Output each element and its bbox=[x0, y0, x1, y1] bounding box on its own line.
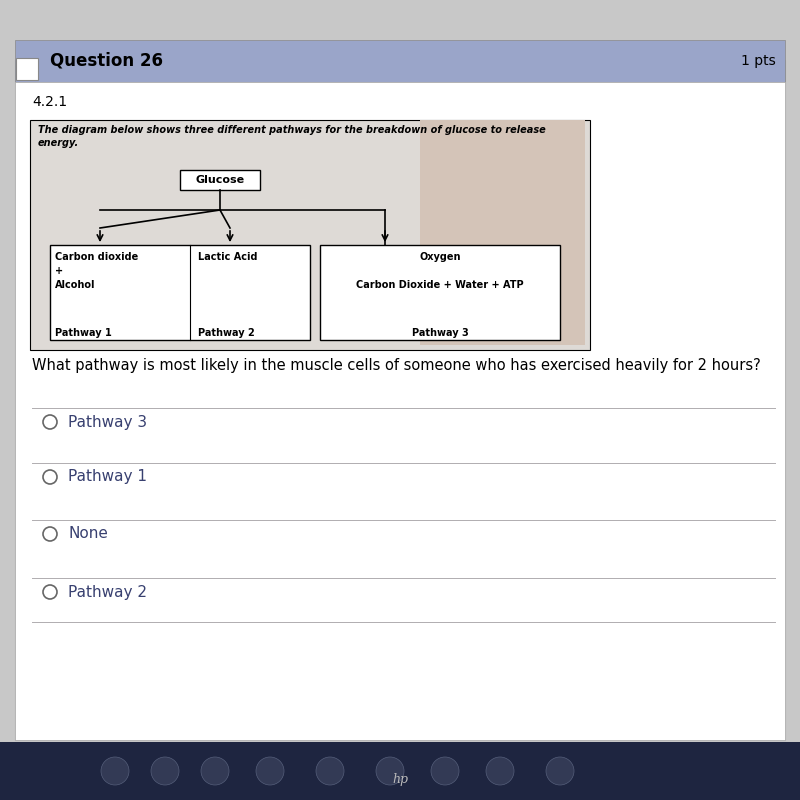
Circle shape bbox=[43, 415, 57, 429]
Circle shape bbox=[376, 757, 404, 785]
Text: Alcohol: Alcohol bbox=[55, 280, 95, 290]
Text: Oxygen: Oxygen bbox=[419, 252, 461, 262]
Text: hp: hp bbox=[392, 774, 408, 786]
Bar bbox=[15, 40, 785, 82]
Text: Pathway 2: Pathway 2 bbox=[198, 328, 254, 338]
Bar bbox=[16, 58, 38, 80]
Circle shape bbox=[486, 757, 514, 785]
Text: 1 pts: 1 pts bbox=[742, 54, 776, 68]
Bar bbox=[30, 120, 590, 350]
Text: The diagram below shows three different pathways for the breakdown of glucose to: The diagram below shows three different … bbox=[38, 125, 546, 135]
Text: Pathway 2: Pathway 2 bbox=[68, 585, 147, 599]
Circle shape bbox=[431, 757, 459, 785]
Circle shape bbox=[201, 757, 229, 785]
Circle shape bbox=[256, 757, 284, 785]
Text: Glucose: Glucose bbox=[195, 175, 245, 185]
Bar bbox=[180, 170, 260, 190]
Text: Pathway 3: Pathway 3 bbox=[412, 328, 468, 338]
Text: Carbon dioxide: Carbon dioxide bbox=[55, 252, 138, 262]
Text: Pathway 3: Pathway 3 bbox=[68, 414, 147, 430]
Bar bbox=[15, 82, 785, 740]
Circle shape bbox=[101, 757, 129, 785]
Bar bbox=[320, 245, 560, 340]
Circle shape bbox=[316, 757, 344, 785]
Circle shape bbox=[43, 470, 57, 484]
Text: 4.2.1: 4.2.1 bbox=[32, 95, 67, 109]
Text: What pathway is most likely in the muscle cells of someone who has exercised hea: What pathway is most likely in the muscl… bbox=[32, 358, 761, 373]
Text: Lactic Acid: Lactic Acid bbox=[198, 252, 258, 262]
Circle shape bbox=[43, 585, 57, 599]
Text: Pathway 1: Pathway 1 bbox=[68, 470, 147, 485]
Text: Carbon Dioxide + Water + ATP: Carbon Dioxide + Water + ATP bbox=[356, 280, 524, 290]
Bar bbox=[0, 742, 800, 800]
Bar bbox=[420, 120, 585, 345]
Bar bbox=[15, 60, 785, 740]
Text: None: None bbox=[68, 526, 108, 542]
Text: Pathway 1: Pathway 1 bbox=[55, 328, 112, 338]
Text: +: + bbox=[55, 266, 63, 276]
Circle shape bbox=[43, 527, 57, 541]
Bar bbox=[50, 245, 310, 340]
Text: energy.: energy. bbox=[38, 138, 79, 148]
Circle shape bbox=[151, 757, 179, 785]
Circle shape bbox=[546, 757, 574, 785]
Text: Question 26: Question 26 bbox=[50, 52, 163, 70]
